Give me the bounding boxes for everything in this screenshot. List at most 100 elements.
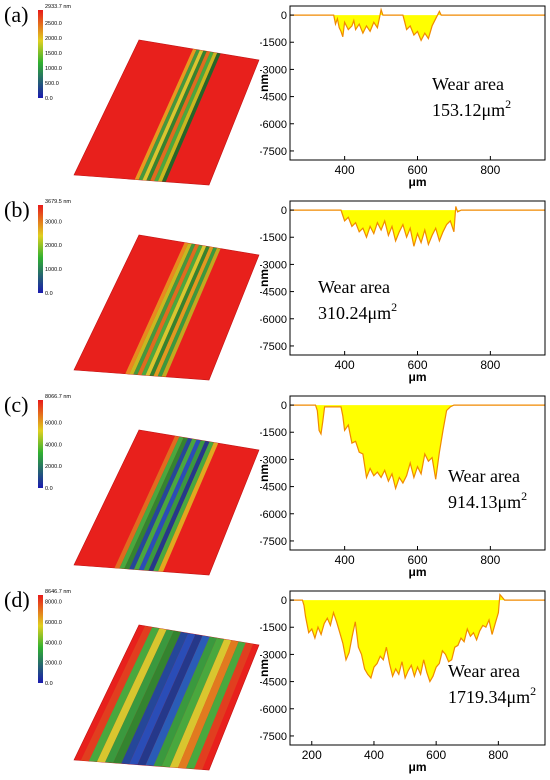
wear-area-title: Wear area bbox=[432, 74, 504, 94]
colorbar-tick-label: 500.0 bbox=[45, 81, 59, 87]
x-tick-label: 800 bbox=[480, 358, 500, 372]
colorbar-tick-label: 0.0 bbox=[45, 486, 53, 492]
wear-track-stripe bbox=[157, 247, 217, 377]
colorbar-tick-label: 8000.0 bbox=[45, 600, 62, 606]
colorbar-tick-label: 0.0 bbox=[45, 681, 53, 687]
wear-track-stripe bbox=[88, 627, 160, 762]
y-tick-label: 0 bbox=[281, 10, 287, 22]
wear-area-title: Wear area bbox=[318, 277, 390, 297]
panel-a: (a) 2933.7 nm 2500.0 2000.0 1500.0 1000.0 500… bbox=[0, 0, 550, 195]
colorbar-tick-label: 2000.0 bbox=[45, 661, 62, 667]
y-tick-label: -1500 bbox=[260, 622, 287, 634]
panel-label: (b) bbox=[4, 197, 30, 222]
profile-chart: 0 -1500 -3000 -4500 -6000 -7500 400 600 800 μm nm W… bbox=[260, 395, 546, 579]
colorbar-tick-label: 6000.0 bbox=[45, 620, 62, 626]
x-axis-label: μm bbox=[408, 565, 426, 579]
plot-frame bbox=[289, 590, 546, 746]
wear-track-stripe bbox=[137, 634, 203, 766]
y-tick-label: -4500 bbox=[260, 287, 287, 299]
surface-image: 8066.7 nm 6000.0 4000.0 2000.0 0.0 bbox=[38, 394, 260, 576]
wear-track-stripe bbox=[133, 243, 196, 375]
colorbar-tick-label: 2000.0 bbox=[45, 36, 62, 42]
x-tick-label: 600 bbox=[407, 163, 427, 177]
profile-chart: 0 -1500 -3000 -4500 -6000 -7500 400 600 800 μm nm W… bbox=[260, 200, 546, 384]
panel-label: (d) bbox=[4, 587, 30, 612]
colorbar-max-label: 8646.7 nm bbox=[45, 589, 71, 595]
profile-chart: 0 -1500 -3000 -4500 -6000 -7500 400 600 800 μm nm W… bbox=[260, 5, 546, 189]
wear-track-stripe bbox=[113, 630, 181, 764]
wear-area-fill bbox=[290, 9, 545, 41]
wear-track-stripe bbox=[158, 442, 219, 572]
wear-track-stripe bbox=[124, 437, 188, 570]
y-tick-label: -3000 bbox=[260, 64, 287, 76]
y-tick-label: -1500 bbox=[260, 37, 287, 49]
colorbar-tick-label: 1000.0 bbox=[45, 267, 62, 273]
x-tick-label: 200 bbox=[302, 748, 322, 762]
y-axis-label: nm bbox=[260, 659, 271, 677]
y-tick-label: -7500 bbox=[260, 341, 287, 353]
wear-track-stripe bbox=[138, 49, 200, 181]
wear-track-stripe bbox=[153, 246, 214, 377]
colorbar bbox=[38, 205, 43, 293]
y-axis-label: nm bbox=[260, 269, 271, 287]
wear-track-stripe bbox=[96, 628, 167, 763]
x-tick-label: 800 bbox=[480, 163, 500, 177]
wear-area-fill bbox=[290, 206, 545, 247]
wear-track-stripe bbox=[145, 635, 210, 766]
wear-track-stripe bbox=[137, 244, 199, 375]
profile-line bbox=[290, 404, 545, 491]
x-tick-label: 400 bbox=[335, 358, 355, 372]
panel-c: (c) 8066.7 nm 6000.0 4000.0 2000.0 0.0 0 -150… bbox=[0, 390, 550, 585]
x-tick-label: 800 bbox=[480, 553, 500, 567]
wear-track-stripe bbox=[150, 51, 211, 181]
wear-track-stripe bbox=[141, 245, 203, 376]
x-tick-label: 400 bbox=[364, 748, 384, 762]
wear-track-stripe bbox=[119, 436, 184, 569]
colorbar-tick-label: 0.0 bbox=[45, 96, 53, 102]
colorbar-tick-label: 2500.0 bbox=[45, 21, 62, 27]
y-tick-label: -6000 bbox=[260, 704, 287, 716]
profile-chart: 0 -1500 -3000 -4500 -6000 -7500 200 400 600 800 μm… bbox=[260, 590, 546, 774]
colorbar-tick-label: 0.0 bbox=[45, 291, 53, 297]
wear-track-stripe bbox=[129, 633, 196, 765]
y-tick-label: -7500 bbox=[260, 536, 287, 548]
x-tick-label: 600 bbox=[426, 748, 446, 762]
x-tick-label: 400 bbox=[335, 553, 355, 567]
colorbar-tick-label: 4000.0 bbox=[45, 442, 62, 448]
y-tick-label: -1500 bbox=[260, 232, 287, 244]
y-tick-label: -3000 bbox=[260, 259, 287, 271]
y-tick-label: -6000 bbox=[260, 509, 287, 521]
surface-image: 2933.7 nm 2500.0 2000.0 1500.0 1000.0 500.0 0.… bbox=[38, 4, 260, 186]
wear-track-stripe bbox=[149, 246, 210, 376]
wear-track-stripe bbox=[134, 49, 197, 180]
colorbar bbox=[38, 10, 43, 98]
wear-track-stripe bbox=[125, 242, 189, 375]
x-axis-label: μm bbox=[408, 175, 426, 189]
colorbar-tick-label: 1500.0 bbox=[45, 51, 62, 57]
wear-track-stripe bbox=[80, 626, 153, 762]
x-axis-label: μm bbox=[408, 370, 426, 384]
wear-area-title: Wear area bbox=[448, 466, 520, 486]
y-tick-label: 0 bbox=[281, 595, 287, 607]
x-axis-label: μm bbox=[408, 760, 426, 774]
colorbar bbox=[38, 595, 43, 683]
y-tick-label: -4500 bbox=[260, 92, 287, 104]
y-tick-label: -6000 bbox=[260, 314, 287, 326]
wear-track-stripe bbox=[138, 439, 201, 571]
profile-line bbox=[290, 206, 545, 247]
colorbar-max-label: 8066.7 nm bbox=[45, 394, 71, 400]
wear-area-value: 310.24μm2 bbox=[318, 300, 397, 323]
panel-b: (b) 3679.5 nm 3000.0 2000.0 1000.0 0.0 0 -150… bbox=[0, 195, 550, 390]
panel-label: (a) bbox=[4, 2, 29, 27]
wear-track-stripe bbox=[194, 642, 253, 770]
wear-track-stripe bbox=[145, 245, 207, 376]
wear-track-stripe bbox=[121, 632, 189, 765]
x-tick-label: 400 bbox=[335, 163, 355, 177]
profile-line bbox=[290, 593, 545, 684]
colorbar-max-label: 3679.5 nm bbox=[45, 199, 71, 205]
x-tick-label: 600 bbox=[407, 553, 427, 567]
wear-track-stripe bbox=[153, 441, 214, 572]
colorbar bbox=[38, 400, 43, 488]
wear-area-value: 1719.34μm2 bbox=[448, 684, 536, 707]
panel-label: (c) bbox=[4, 392, 29, 417]
